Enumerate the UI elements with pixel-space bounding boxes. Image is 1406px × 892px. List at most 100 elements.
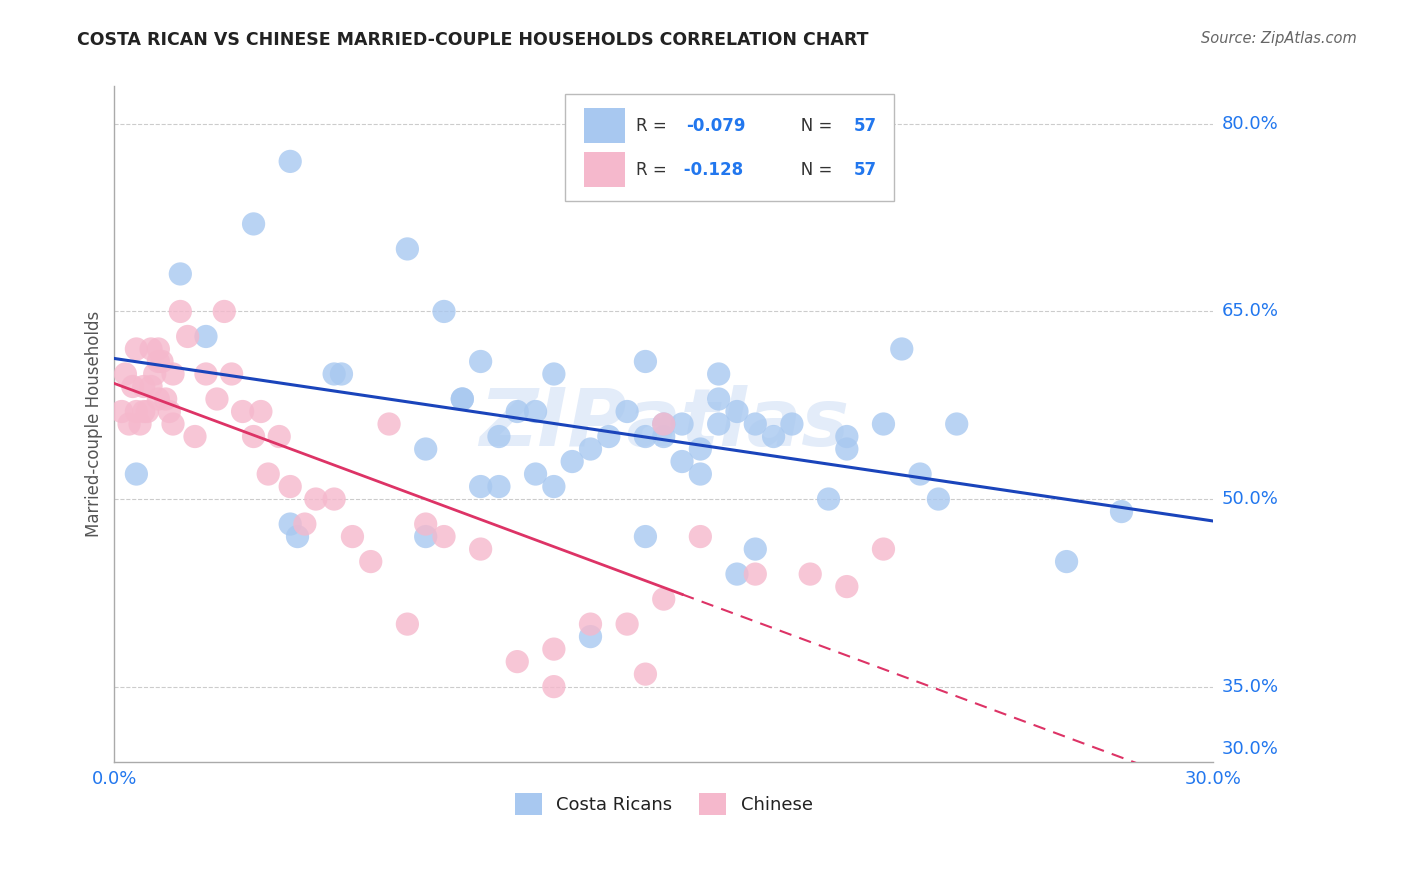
Point xyxy=(543,479,565,493)
Point xyxy=(634,667,657,681)
Point xyxy=(214,304,236,318)
Point xyxy=(799,567,821,582)
Point xyxy=(652,429,675,443)
Point xyxy=(118,417,141,431)
Point xyxy=(707,417,730,431)
Point xyxy=(194,329,217,343)
Point xyxy=(330,367,353,381)
Point xyxy=(136,404,159,418)
Point xyxy=(543,367,565,381)
Point xyxy=(139,379,162,393)
Point xyxy=(148,392,170,406)
Text: 65.0%: 65.0% xyxy=(1222,302,1278,320)
Point xyxy=(396,617,419,632)
Point xyxy=(579,442,602,456)
Point xyxy=(616,617,638,632)
Point xyxy=(671,417,693,431)
FancyBboxPatch shape xyxy=(565,95,894,202)
Point xyxy=(360,555,382,569)
Point xyxy=(323,491,346,506)
Point xyxy=(294,517,316,532)
Point xyxy=(184,429,207,443)
Point xyxy=(194,367,217,381)
Point xyxy=(148,354,170,368)
Point xyxy=(652,417,675,431)
Point xyxy=(143,367,166,381)
Point xyxy=(342,530,364,544)
Point xyxy=(129,417,152,431)
Point xyxy=(780,417,803,431)
Bar xyxy=(583,108,626,144)
Text: N =: N = xyxy=(785,117,837,135)
Point xyxy=(278,479,301,493)
Point xyxy=(927,491,949,506)
Point xyxy=(725,404,748,418)
Point xyxy=(278,154,301,169)
Point xyxy=(205,392,228,406)
Point xyxy=(232,404,254,418)
Point xyxy=(305,491,328,506)
Point xyxy=(652,417,675,431)
Text: R =: R = xyxy=(637,161,672,178)
Point xyxy=(269,429,291,443)
Point xyxy=(524,467,547,481)
Point xyxy=(148,342,170,356)
Point xyxy=(744,542,766,557)
Point xyxy=(176,329,198,343)
Point xyxy=(707,392,730,406)
Legend: Costa Ricans, Chinese: Costa Ricans, Chinese xyxy=(508,786,820,822)
Point xyxy=(689,530,711,544)
Point xyxy=(543,642,565,657)
Point xyxy=(157,404,180,418)
Point xyxy=(744,417,766,431)
Point xyxy=(835,429,858,443)
Point xyxy=(671,454,693,468)
Point xyxy=(890,342,912,356)
Point xyxy=(162,417,184,431)
Point xyxy=(125,404,148,418)
Text: ZIP​atlas: ZIP​atlas xyxy=(478,385,849,463)
Point xyxy=(543,680,565,694)
Point xyxy=(287,530,309,544)
Point xyxy=(872,542,894,557)
Point xyxy=(150,354,173,368)
Point xyxy=(817,491,839,506)
Point xyxy=(242,429,264,443)
Point xyxy=(652,592,675,607)
Text: Source: ZipAtlas.com: Source: ZipAtlas.com xyxy=(1201,31,1357,46)
Text: COSTA RICAN VS CHINESE MARRIED-COUPLE HOUSEHOLDS CORRELATION CHART: COSTA RICAN VS CHINESE MARRIED-COUPLE HO… xyxy=(77,31,869,49)
Point xyxy=(524,404,547,418)
Point xyxy=(872,417,894,431)
Point xyxy=(506,655,529,669)
Text: R =: R = xyxy=(637,117,672,135)
Point xyxy=(221,367,243,381)
Point xyxy=(634,429,657,443)
Point xyxy=(451,392,474,406)
Point xyxy=(396,242,419,256)
Point xyxy=(579,617,602,632)
Text: 80.0%: 80.0% xyxy=(1222,115,1278,133)
Point xyxy=(470,542,492,557)
Point xyxy=(155,392,177,406)
Point xyxy=(689,467,711,481)
Point xyxy=(470,479,492,493)
Point xyxy=(707,367,730,381)
Text: 35.0%: 35.0% xyxy=(1222,678,1278,696)
Text: -0.079: -0.079 xyxy=(686,117,745,135)
Point xyxy=(415,517,437,532)
Y-axis label: Married-couple Households: Married-couple Households xyxy=(86,311,103,537)
Point xyxy=(579,630,602,644)
Point xyxy=(257,467,280,481)
Point xyxy=(114,367,136,381)
Point xyxy=(689,442,711,456)
Point xyxy=(762,429,785,443)
Point xyxy=(506,404,529,418)
Text: -0.128: -0.128 xyxy=(678,161,744,178)
Point xyxy=(1111,504,1133,518)
Point xyxy=(125,467,148,481)
Point xyxy=(278,517,301,532)
Point xyxy=(162,367,184,381)
Point xyxy=(451,392,474,406)
Text: 50.0%: 50.0% xyxy=(1222,490,1278,508)
Point xyxy=(634,530,657,544)
